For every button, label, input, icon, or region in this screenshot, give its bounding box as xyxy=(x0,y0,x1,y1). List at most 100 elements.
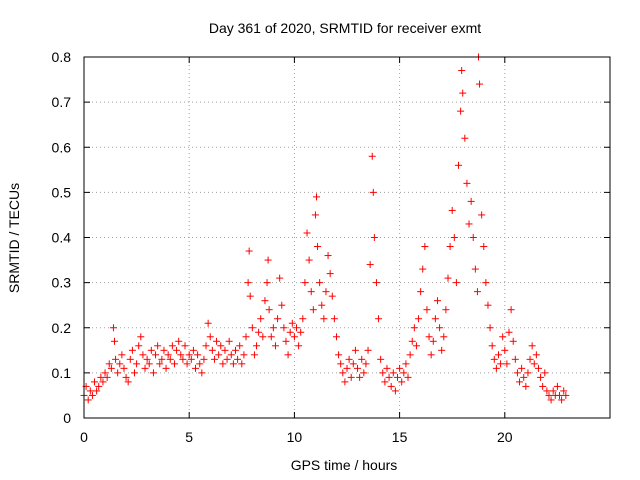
data-point xyxy=(461,134,469,142)
data-point xyxy=(530,360,538,368)
data-point xyxy=(364,346,372,354)
data-point xyxy=(248,324,256,332)
data-point xyxy=(177,351,185,359)
y-tick-label: 0.4 xyxy=(52,230,72,246)
data-point xyxy=(349,360,357,368)
data-point xyxy=(412,342,420,350)
data-point xyxy=(244,279,252,287)
y-tick-label: 0.3 xyxy=(52,275,72,291)
data-point xyxy=(528,342,536,350)
data-point xyxy=(492,364,500,372)
y-tick-label: 0.7 xyxy=(52,94,72,110)
x-tick-label: 5 xyxy=(185,429,193,445)
data-point xyxy=(419,265,427,273)
data-point xyxy=(518,364,526,372)
data-point xyxy=(143,355,151,363)
data-point xyxy=(549,387,557,395)
data-point xyxy=(532,351,540,359)
data-point xyxy=(322,288,330,296)
data-point xyxy=(95,382,103,390)
data-point xyxy=(486,324,494,332)
data-point xyxy=(154,342,162,350)
data-point xyxy=(534,364,542,372)
data-point xyxy=(343,364,351,372)
data-point xyxy=(118,351,126,359)
data-point xyxy=(280,324,288,332)
data-point xyxy=(511,355,519,363)
data-point xyxy=(234,355,242,363)
y-tick-label: 0.6 xyxy=(52,139,72,155)
data-point xyxy=(356,373,364,381)
data-point xyxy=(457,107,465,115)
data-point xyxy=(145,360,153,368)
data-point xyxy=(187,355,195,363)
data-point xyxy=(341,378,349,386)
data-point xyxy=(421,243,429,251)
data-point xyxy=(501,346,509,354)
data-point xyxy=(383,364,391,372)
data-point xyxy=(556,391,564,399)
data-point xyxy=(337,360,345,368)
data-point xyxy=(189,346,197,354)
data-point xyxy=(139,351,147,359)
data-point xyxy=(301,279,309,287)
data-point xyxy=(181,342,189,350)
data-point xyxy=(539,382,547,390)
data-point xyxy=(122,373,130,381)
y-tick-label: 0.8 xyxy=(52,49,72,65)
data-point xyxy=(381,378,389,386)
data-point xyxy=(103,373,111,381)
data-point xyxy=(469,234,477,241)
data-point xyxy=(202,342,210,350)
x-tick-label: 20 xyxy=(497,429,513,445)
data-point xyxy=(242,333,250,341)
data-point xyxy=(307,288,315,296)
data-point xyxy=(562,391,570,399)
data-point xyxy=(406,351,414,359)
x-axis-label: GPS time / hours xyxy=(291,457,398,473)
data-point xyxy=(282,337,290,345)
data-point xyxy=(438,346,446,354)
data-point xyxy=(459,89,467,97)
data-point xyxy=(164,351,172,359)
data-point xyxy=(194,351,202,359)
data-point xyxy=(299,315,307,323)
data-point xyxy=(271,342,279,350)
data-point xyxy=(543,387,551,395)
data-point xyxy=(86,387,94,395)
data-point xyxy=(162,364,170,372)
data-point xyxy=(175,337,183,345)
data-point xyxy=(480,243,488,251)
data-point xyxy=(450,234,458,241)
data-point xyxy=(446,243,454,251)
data-point xyxy=(545,391,553,399)
data-point xyxy=(223,355,231,363)
data-point xyxy=(88,391,96,399)
data-point xyxy=(227,351,235,359)
data-point xyxy=(261,297,269,305)
data-point xyxy=(303,229,311,237)
data-point xyxy=(156,360,164,368)
data-point xyxy=(494,351,502,359)
data-point xyxy=(417,288,425,296)
data-point xyxy=(360,369,368,377)
data-point xyxy=(402,360,410,368)
data-point xyxy=(236,342,244,350)
data-point xyxy=(114,369,122,377)
data-point xyxy=(499,333,507,341)
data-point xyxy=(206,333,214,341)
data-point xyxy=(116,360,124,368)
data-point xyxy=(208,346,216,354)
data-point xyxy=(436,324,444,332)
data-point xyxy=(97,373,105,381)
data-point xyxy=(547,396,555,404)
data-point xyxy=(520,373,528,381)
data-point xyxy=(410,324,418,332)
y-tick-label: 0.2 xyxy=(52,320,72,336)
data-point xyxy=(526,355,534,363)
data-point xyxy=(288,319,296,327)
data-point xyxy=(513,369,521,377)
data-point xyxy=(267,333,275,341)
data-point xyxy=(326,270,334,278)
data-point xyxy=(215,351,223,359)
